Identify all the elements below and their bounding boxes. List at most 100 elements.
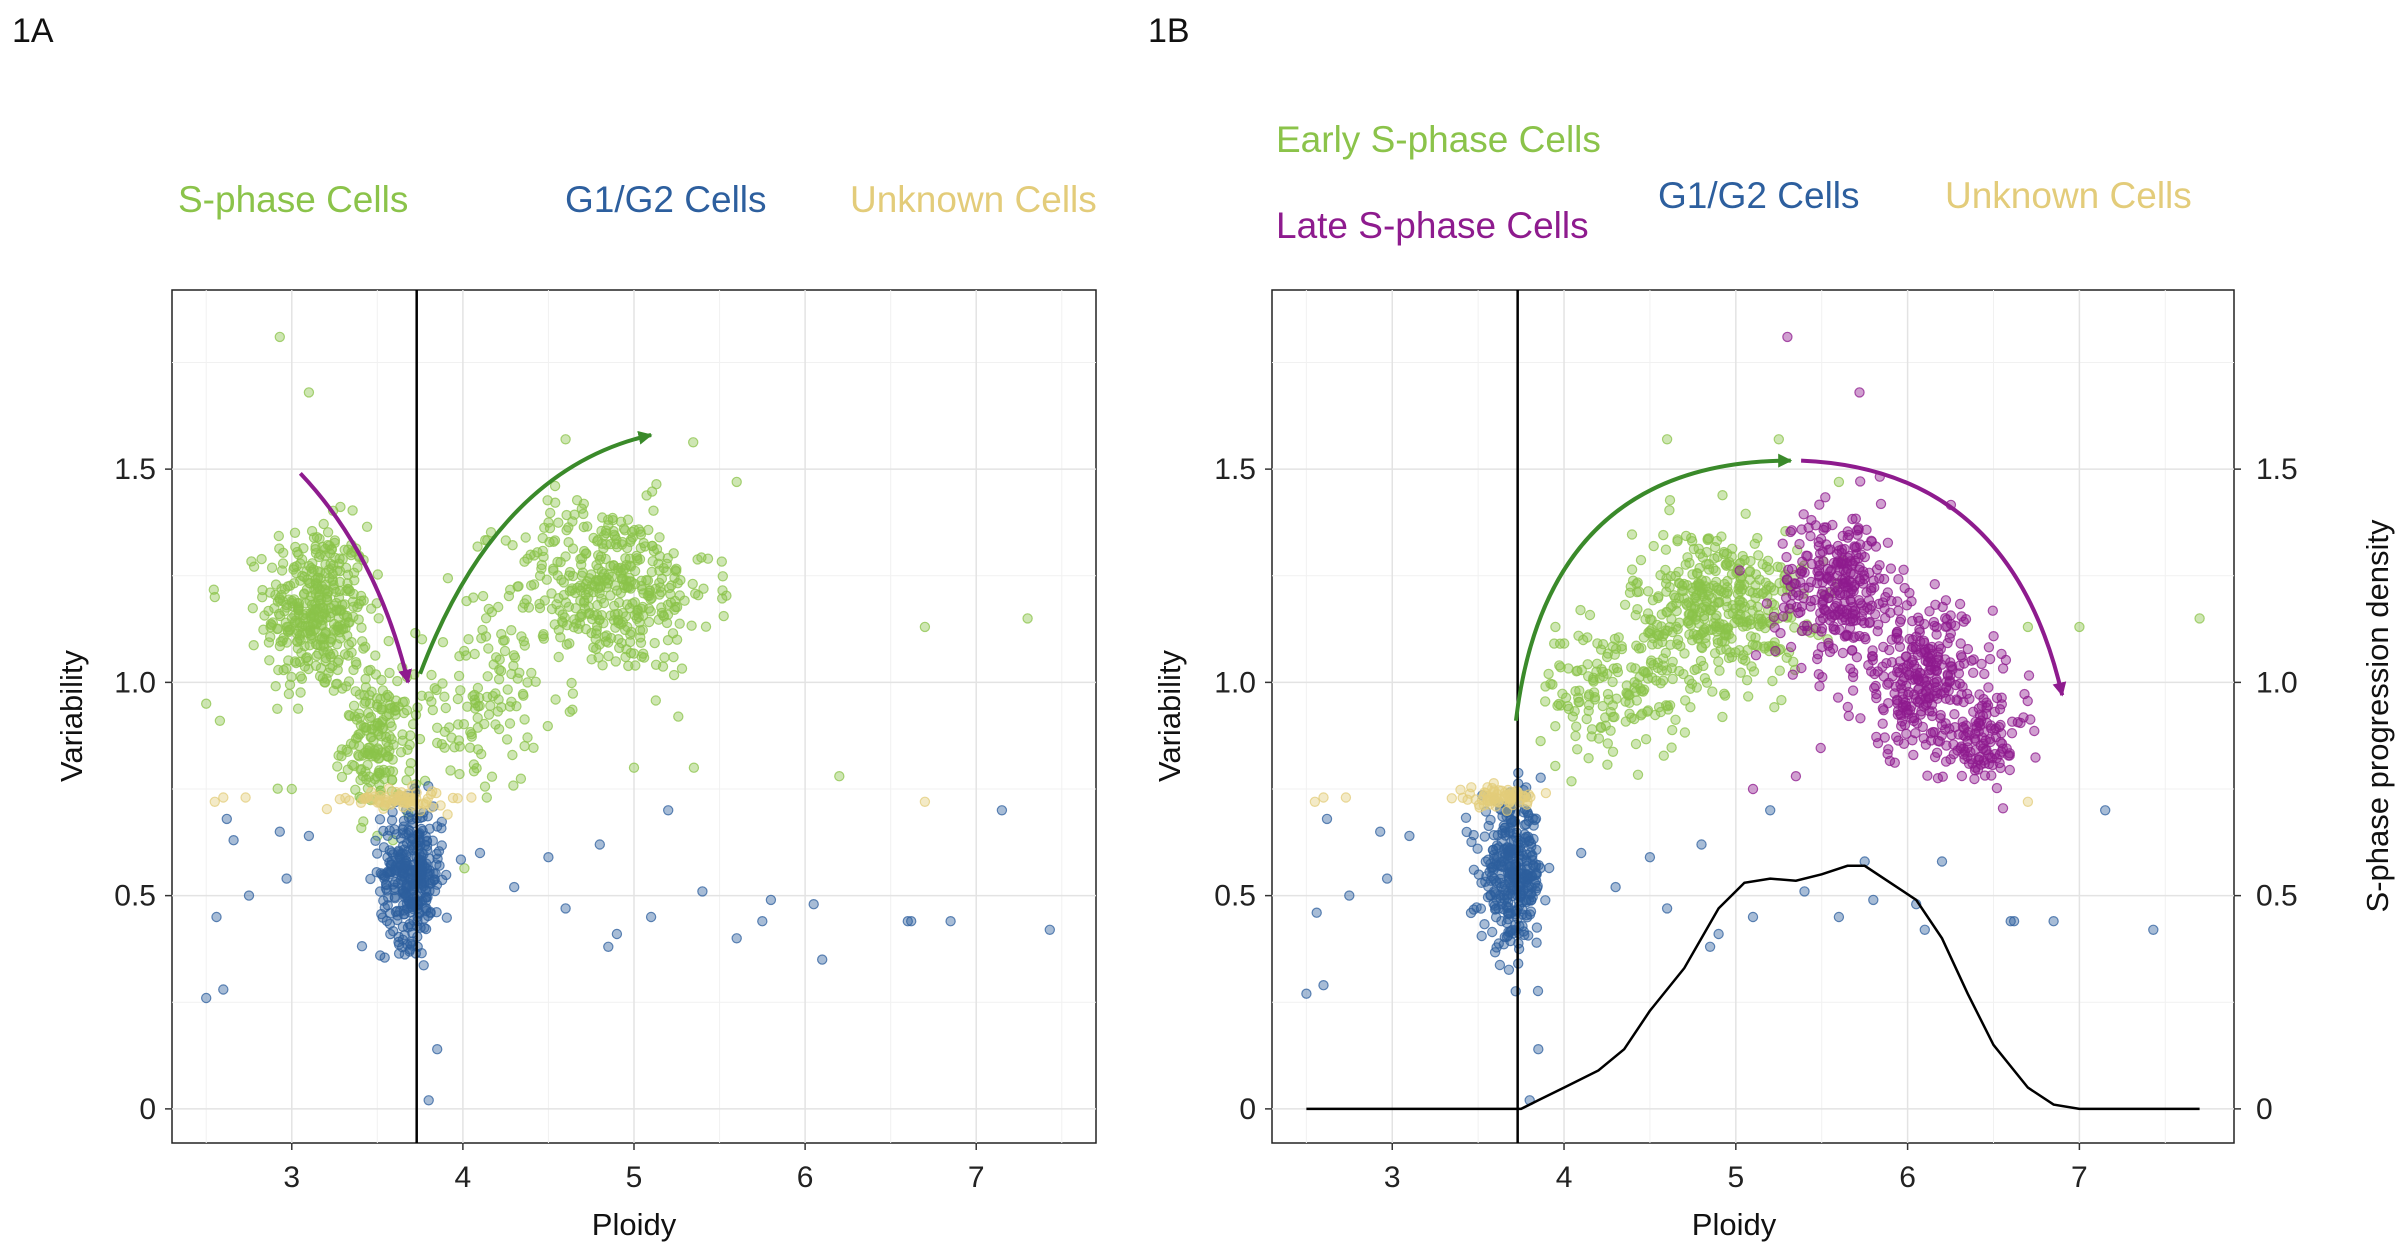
data-point bbox=[1908, 749, 1919, 761]
data-point bbox=[437, 678, 448, 689]
data-point bbox=[1750, 650, 1762, 661]
data-point bbox=[1924, 606, 1935, 617]
data-point bbox=[1715, 586, 1727, 597]
data-point bbox=[1979, 770, 1991, 781]
data-point bbox=[665, 589, 676, 600]
data-point bbox=[635, 637, 647, 649]
data-point bbox=[1918, 733, 1930, 744]
data-point bbox=[1687, 569, 1698, 580]
data-point bbox=[1767, 675, 1778, 687]
data-point bbox=[1610, 881, 1621, 893]
data-point bbox=[248, 640, 259, 651]
data-point bbox=[645, 606, 656, 617]
data-point bbox=[472, 722, 483, 733]
data-point bbox=[561, 639, 573, 650]
data-point bbox=[1490, 903, 1502, 914]
data-point bbox=[1910, 728, 1921, 739]
y-ticks-1b: 0 0.5 1.0 1.5 bbox=[1214, 453, 1272, 1126]
data-point bbox=[1693, 632, 1704, 644]
data-point bbox=[1781, 551, 1792, 563]
data-point bbox=[305, 624, 316, 636]
data-point bbox=[611, 928, 623, 940]
data-point bbox=[326, 634, 337, 645]
data-point bbox=[1839, 543, 1850, 555]
data-point bbox=[808, 899, 819, 910]
data-point bbox=[368, 735, 379, 746]
data-point bbox=[290, 541, 301, 553]
series-late-s-phase-cells bbox=[1734, 331, 2041, 814]
data-point bbox=[292, 602, 304, 614]
data-point bbox=[1892, 596, 1903, 607]
x-ticks-1a: 3 4 5 6 7 bbox=[283, 1143, 985, 1194]
data-point bbox=[248, 561, 260, 572]
data-point bbox=[432, 737, 443, 749]
data-point bbox=[1734, 616, 1746, 628]
data-point bbox=[383, 783, 395, 794]
panel-1b: 1B Early S-phase Cells Late S-phase Cell… bbox=[1148, 12, 2395, 1242]
data-point bbox=[1581, 713, 1592, 725]
data-point bbox=[1715, 644, 1726, 655]
data-point bbox=[493, 674, 505, 685]
data-point bbox=[277, 596, 289, 607]
data-point bbox=[561, 509, 572, 521]
data-point bbox=[1958, 696, 1969, 708]
data-point bbox=[1996, 692, 2007, 703]
data-point bbox=[1662, 700, 1673, 712]
data-point bbox=[568, 622, 580, 633]
data-point bbox=[1783, 647, 1795, 658]
data-point bbox=[1735, 573, 1746, 584]
data-point bbox=[1786, 525, 1798, 536]
data-point bbox=[1840, 567, 1852, 578]
data-point bbox=[1340, 792, 1352, 803]
data-point bbox=[464, 742, 476, 753]
data-point bbox=[1983, 642, 1995, 653]
data-point bbox=[1586, 724, 1598, 735]
data-point bbox=[1638, 632, 1650, 643]
data-point bbox=[342, 569, 354, 581]
data-point bbox=[1696, 642, 1708, 654]
data-point bbox=[209, 796, 220, 808]
data-point bbox=[1726, 633, 1737, 644]
data-point bbox=[300, 613, 311, 625]
data-point bbox=[1543, 862, 1555, 874]
data-point bbox=[636, 651, 647, 662]
data-point bbox=[426, 669, 437, 681]
points-1b bbox=[1301, 331, 2205, 1106]
data-point bbox=[1847, 685, 1859, 696]
data-point bbox=[1755, 613, 1767, 625]
data-point bbox=[1666, 742, 1677, 753]
data-point bbox=[526, 580, 537, 591]
data-point bbox=[1673, 566, 1684, 578]
data-point bbox=[1802, 625, 1813, 636]
data-point bbox=[483, 643, 494, 654]
trajectory-arrow bbox=[298, 472, 412, 684]
data-point bbox=[1850, 513, 1862, 524]
data-point bbox=[1489, 887, 1501, 898]
data-point bbox=[560, 551, 571, 562]
data-point bbox=[342, 583, 353, 595]
data-point bbox=[1964, 730, 1975, 741]
data-point bbox=[313, 594, 325, 606]
data-point bbox=[372, 569, 383, 580]
data-point bbox=[483, 709, 495, 720]
data-point bbox=[289, 562, 300, 573]
data-point bbox=[1775, 627, 1786, 639]
data-point bbox=[1726, 543, 1738, 555]
y-axis-title-1b: Variability bbox=[1152, 649, 1187, 782]
data-point bbox=[1805, 576, 1817, 588]
data-point bbox=[1854, 476, 1866, 487]
data-point bbox=[1799, 886, 1810, 897]
data-point bbox=[301, 566, 312, 577]
data-point bbox=[564, 566, 576, 578]
data-point bbox=[303, 387, 315, 398]
data-point bbox=[1567, 711, 1579, 722]
data-point bbox=[600, 553, 611, 565]
data-point bbox=[1799, 567, 1810, 578]
data-point bbox=[426, 802, 437, 813]
data-point bbox=[310, 578, 321, 590]
data-point bbox=[1907, 615, 1918, 627]
data-point bbox=[1547, 679, 1558, 690]
data-point bbox=[384, 825, 395, 836]
data-point bbox=[543, 852, 554, 863]
data-point bbox=[470, 703, 481, 714]
